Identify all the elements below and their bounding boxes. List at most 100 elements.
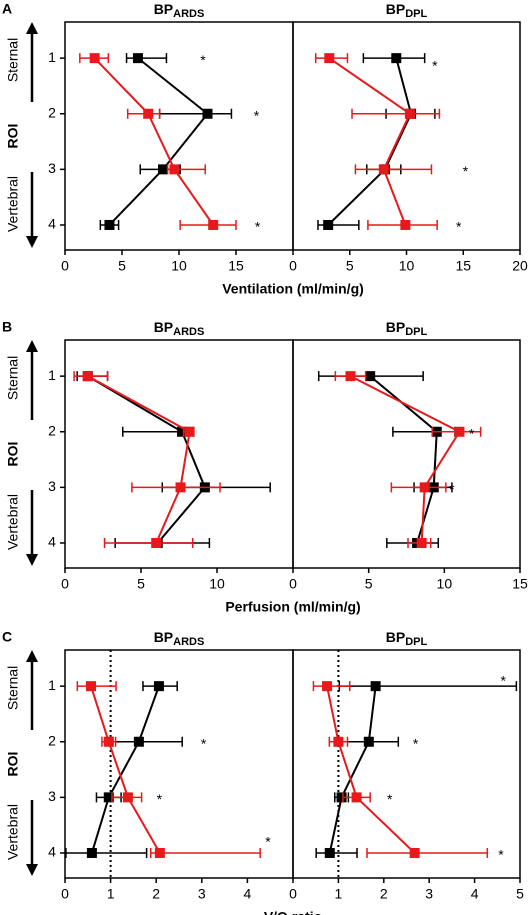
panel-letter: C — [2, 629, 12, 645]
error-bar — [315, 847, 358, 858]
title-main: BP — [386, 1, 405, 17]
error-bar — [112, 736, 183, 747]
error-bar — [65, 847, 148, 858]
error-bar — [76, 681, 117, 692]
x-tick-label: 2 — [152, 886, 160, 902]
error-bar — [149, 847, 261, 858]
subplot-title: BPDPL — [386, 629, 428, 648]
x-tick-label: 0 — [61, 886, 69, 902]
arrow-head — [26, 340, 38, 352]
error-bar — [354, 164, 433, 175]
significance-mark: * — [456, 219, 462, 235]
x-tick-label: 0 — [61, 258, 69, 274]
title-subscript: ARDS — [173, 8, 204, 20]
title-subscript: ARDS — [173, 636, 204, 648]
significance-mark: * — [413, 735, 419, 751]
significance-mark: * — [469, 425, 475, 441]
y-tick-label: 2 — [48, 732, 56, 748]
data-point — [409, 847, 420, 858]
title-subscript: DPL — [405, 326, 427, 338]
y-tick-label: 1 — [48, 677, 56, 693]
data-point — [363, 736, 374, 747]
series-line — [328, 686, 377, 854]
data-point — [151, 537, 162, 548]
data-point — [143, 108, 154, 119]
significance-mark: * — [463, 163, 469, 179]
significance-mark: * — [500, 673, 506, 689]
significance-mark: * — [254, 107, 260, 123]
error-bar — [158, 108, 233, 119]
x-tick-label: 10 — [171, 258, 187, 274]
y-tick-label: 4 — [48, 844, 56, 860]
arrow-head — [26, 650, 38, 662]
x-tick-label: 3 — [198, 886, 206, 902]
data-point — [177, 426, 188, 437]
y-tick-label: 3 — [48, 160, 56, 176]
data-point — [365, 371, 376, 382]
error-bar — [390, 482, 447, 493]
panel-letter: A — [2, 1, 12, 17]
data-point — [322, 681, 333, 692]
significance-mark: * — [265, 833, 271, 849]
y-axis-label: ROI — [5, 752, 21, 777]
series-line — [327, 57, 413, 226]
data-point — [416, 537, 427, 548]
y-tick-label: 3 — [48, 788, 56, 804]
x-tick-label: 15 — [512, 576, 528, 592]
data-point — [202, 108, 213, 119]
data-point — [323, 219, 334, 230]
y-top-label: Sternal — [5, 38, 21, 82]
title-main: BP — [154, 629, 173, 645]
data-point — [153, 681, 164, 692]
x-axis-label: Ventilation (ml/min/g) — [222, 281, 364, 297]
arrow-head — [26, 22, 38, 34]
series-line — [328, 57, 412, 226]
significance-mark: * — [432, 57, 438, 73]
x-tick-label: 0 — [61, 576, 69, 592]
y-tick-label: 2 — [48, 422, 56, 438]
title-subscript: ARDS — [173, 326, 204, 338]
data-point — [169, 164, 180, 175]
plot-frame — [292, 649, 521, 879]
significance-mark: * — [201, 735, 207, 751]
y-bottom-label: Vertebral — [5, 804, 21, 860]
x-tick-label: 1 — [335, 886, 343, 902]
data-point — [104, 219, 115, 230]
data-point — [391, 53, 402, 64]
x-tick-label: 5 — [137, 576, 145, 592]
data-point — [336, 792, 347, 803]
significance-mark: * — [498, 847, 504, 863]
error-bar — [338, 681, 518, 692]
data-point — [86, 847, 97, 858]
subplot-title: BPDPL — [386, 1, 428, 20]
y-top-label: Sternal — [5, 666, 21, 710]
y-bottom-label: Vertebral — [5, 176, 21, 232]
x-tick-label: 5 — [118, 258, 126, 274]
data-point — [454, 426, 465, 437]
x-tick-label: 3 — [425, 886, 433, 902]
y-tick-label: 4 — [48, 216, 56, 232]
x-tick-label: 5 — [346, 258, 354, 274]
y-tick-label: 4 — [48, 534, 56, 550]
series-line — [87, 375, 191, 544]
title-subscript: DPL — [405, 8, 427, 20]
title-main: BP — [386, 629, 405, 645]
data-point — [208, 219, 219, 230]
x-tick-label: 0 — [289, 258, 297, 274]
x-axis-label: V/Q ratio — [264, 909, 322, 915]
x-tick-label: 5 — [516, 886, 524, 902]
x-tick-label: 20 — [512, 258, 528, 274]
data-point — [132, 53, 143, 64]
plot-frame — [64, 649, 294, 879]
y-bottom-label: Vertebral — [5, 494, 21, 550]
y-tick-label: 1 — [48, 49, 56, 65]
data-point — [175, 482, 186, 493]
data-point — [400, 219, 411, 230]
data-point — [184, 426, 195, 437]
error-bar — [179, 219, 237, 230]
significance-mark: * — [255, 219, 261, 235]
data-point — [378, 164, 389, 175]
subplot-title: BPDPL — [386, 319, 428, 338]
data-point — [122, 792, 133, 803]
